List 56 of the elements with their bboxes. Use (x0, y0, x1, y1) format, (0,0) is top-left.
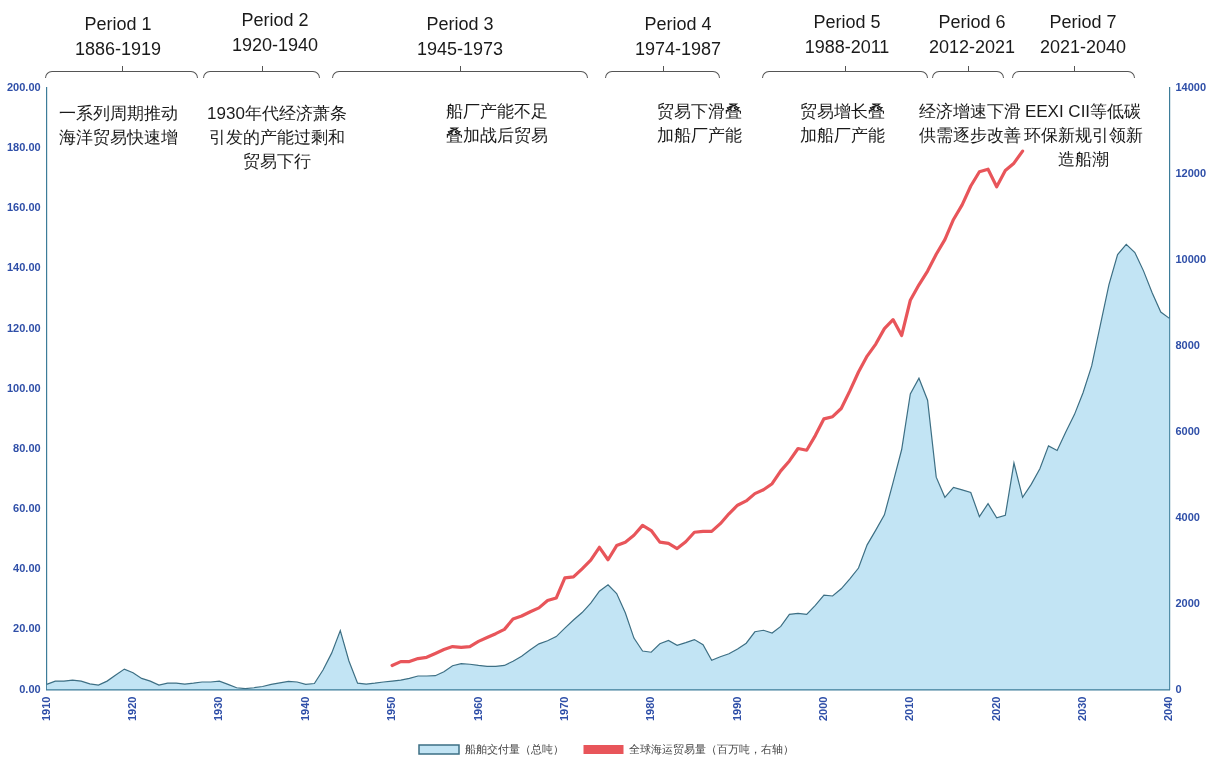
annotation: 贸易增长叠加船厂产能 (799, 101, 885, 147)
text: 1886-1919 (74, 38, 162, 61)
y-tick-label: 200.00 (6, 81, 41, 94)
annotation: EEXI CII等低碳环保新规引领新造船潮 (1023, 102, 1143, 169)
y-tick-label: 40.00 (13, 562, 41, 575)
y-tick-label: 180.00 (6, 141, 41, 154)
x-tick-label: 2040 (1162, 696, 1175, 722)
text: Period 2 (241, 9, 309, 32)
x-tick-label: 1970 (557, 696, 570, 722)
x-tick-label: 2000 (816, 696, 829, 722)
text: Period 7 (1049, 11, 1117, 34)
annotation: 1930年代经济萧条引发的产能过剩和贸易下行 (206, 103, 348, 173)
text: Period 1 (84, 13, 152, 36)
text: Period 4 (644, 13, 712, 36)
y2-tick-label: 4000 (1175, 510, 1200, 523)
text: 1920-1940 (231, 34, 319, 57)
annotation: 一系列周期推动海洋贸易快速增 (57, 103, 179, 149)
y-tick-label: 0.00 (19, 682, 41, 695)
y-tick-label: 120.00 (6, 321, 41, 334)
legend-label: 全球海运贸易量（百万吨，右轴） (629, 742, 794, 755)
y2-tick-label: 10000 (1175, 252, 1207, 265)
y2-tick-label: 2000 (1175, 596, 1200, 609)
text: Period 5 (813, 11, 881, 34)
text: 2012-2021 (928, 36, 1016, 59)
annotation: 经济增速下滑供需逐步改善 (918, 101, 1022, 147)
text: 1945-1973 (416, 38, 504, 61)
x-tick-label: 1910 (39, 696, 52, 722)
text: 1988-2011 (804, 36, 890, 59)
y-tick-label: 140.00 (6, 261, 41, 274)
annotation: 船厂产能不足叠加战后贸易 (445, 101, 549, 147)
x-tick-label: 1930 (212, 696, 225, 722)
text: Period 3 (426, 13, 494, 36)
y-tick-label: 100.00 (6, 381, 41, 394)
y2-tick-label: 0 (1175, 682, 1182, 695)
y2-tick-label: 6000 (1175, 424, 1200, 437)
text: 1974-1987 (634, 38, 722, 61)
annotation: 贸易下滑叠加船厂产能 (656, 101, 742, 147)
y2-tick-label: 12000 (1175, 166, 1207, 179)
y-tick-label: 20.00 (13, 622, 41, 635)
y-tick-label: 160.00 (6, 201, 41, 214)
x-tick-label: 1980 (644, 696, 657, 722)
x-tick-label: 1950 (385, 696, 398, 722)
x-tick-label: 2010 (903, 696, 916, 722)
x-tick-label: 1920 (126, 696, 139, 722)
x-tick-label: 1940 (298, 696, 311, 722)
text: Period 6 (938, 11, 1006, 34)
x-tick-label: 2030 (1076, 696, 1089, 722)
x-tick-label: 2020 (989, 696, 1002, 722)
x-tick-label: 1990 (730, 696, 743, 722)
y-tick-label: 60.00 (13, 502, 41, 515)
legend-label: 船舶交付量（总吨） (464, 742, 564, 755)
y2-tick-label: 8000 (1175, 338, 1200, 351)
y2-tick-label: 14000 (1175, 81, 1207, 94)
y-tick-label: 80.00 (13, 441, 41, 454)
x-tick-label: 1960 (471, 696, 484, 722)
text: 2021-2040 (1039, 36, 1127, 59)
